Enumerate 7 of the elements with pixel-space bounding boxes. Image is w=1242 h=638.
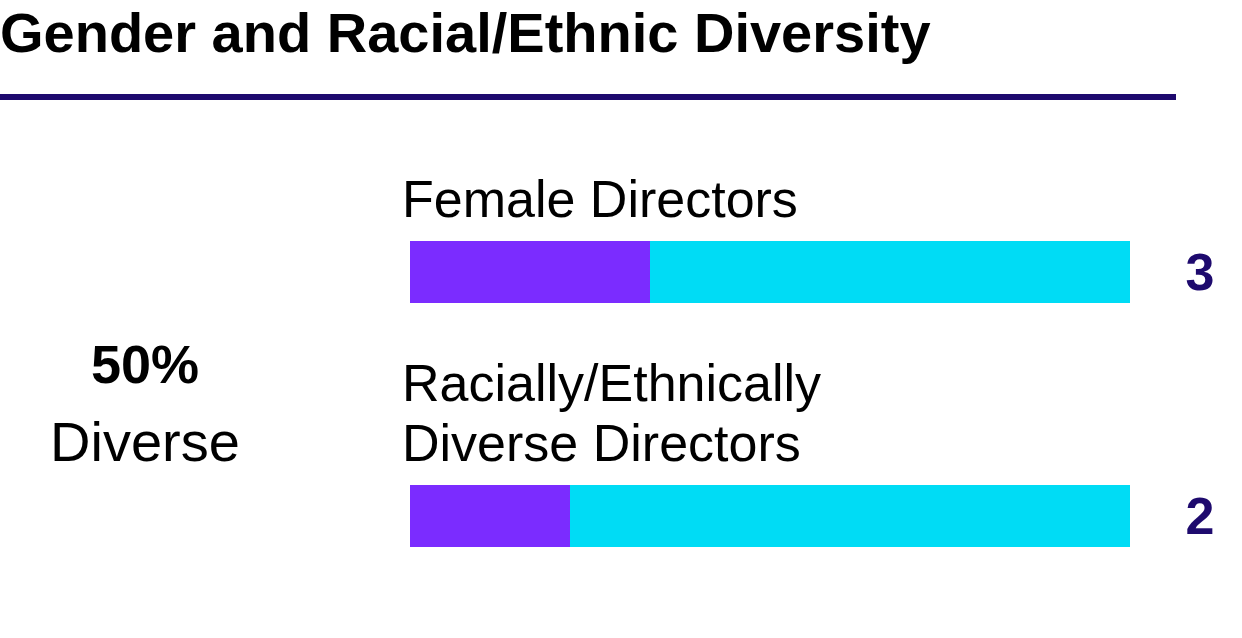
chart-title: Gender and Racial/Ethnic Diversity — [0, 0, 931, 65]
text: 50% — [89, 333, 201, 396]
data-label: 2 — [1185, 487, 1215, 545]
data-label: 3 — [1185, 243, 1215, 301]
text: Diverse — [49, 409, 241, 475]
y-tick-label: Racially/Ethnically Diverse Directors — [402, 354, 822, 472]
y-tick-label: Female Directors — [402, 170, 798, 228]
